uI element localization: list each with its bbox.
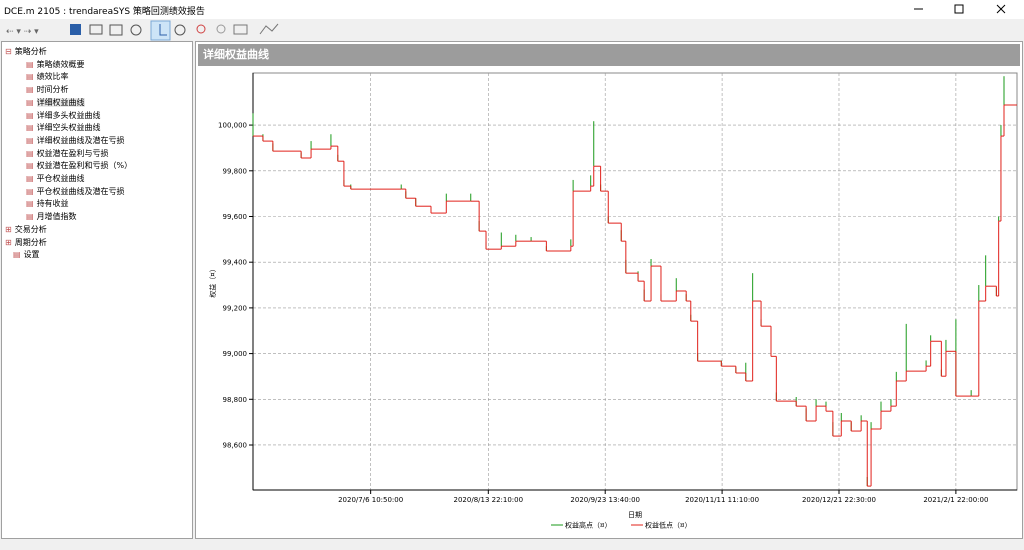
tree-item[interactable]: ▤ 详细空头权益曲线 [26, 121, 101, 134]
tree-icon: ▤ [26, 135, 34, 145]
tree-label: 详细空头权益曲线 [36, 123, 101, 133]
y-tick-label: 99,000 [223, 350, 248, 358]
tree-icon: ▤ [5, 250, 21, 260]
tree-label: 详细权益曲线 [36, 97, 85, 107]
tree-label: 策略分析 [14, 47, 47, 56]
x-tick-label: 2020/7/6 10:50:00 [338, 496, 403, 504]
legend-label: 权益高点（¤） [565, 521, 611, 530]
y-tick-label: 99,200 [223, 304, 248, 312]
maximize-button[interactable] [954, 4, 964, 14]
chart-button[interactable] [259, 23, 279, 35]
tree-icon: ▤ [26, 212, 34, 222]
tree-icon: ▤ [26, 85, 34, 95]
tree-item[interactable]: ▤ 持有收益 [26, 197, 69, 210]
pan-button[interactable] [174, 24, 186, 36]
nav-tree: ⊟ 策略分析 ▤ 策略绩效概要 ▤ 绩效比率 ▤ 时间分析 ▤ 详细权益曲线 ▤ 详细多头权益曲线 ▤ 详… [1, 41, 193, 539]
tree-item[interactable]: ▤ 详细权益曲线 [26, 96, 85, 109]
x-tick-label: 2020/8/13 22:10:00 [454, 496, 524, 504]
tree-item[interactable]: ⊞ 交易分析 [5, 223, 47, 236]
x-tick-label: 2021/2/1 22:00:00 [923, 496, 988, 504]
tree-item[interactable]: ▤ 时间分析 [26, 83, 69, 96]
tree-label: 平仓权益曲线及潜在亏损 [36, 186, 125, 196]
back-button[interactable]: ⇠ ▾ ⇢ ▾ [6, 27, 39, 37]
y-axis-label: 权益（¤） [208, 265, 217, 297]
chart: 98,600 98,800 99,000 99,200 99,400 99,600 99,8… [208, 72, 1018, 530]
title-bar: DCE.m 2105 : trendareaSYS 策略回测绩效报告 [0, 0, 1024, 19]
y-tick-label: 98,800 [223, 396, 248, 404]
x-tick-label: 2020/11/11 11:10:00 [685, 496, 759, 504]
tree-icon: ⊟ [5, 47, 12, 56]
window-controls [914, 4, 1006, 14]
print-button[interactable] [109, 24, 123, 36]
plot-area [252, 72, 1018, 491]
tree-icon: ▤ [26, 72, 34, 82]
tree-item[interactable]: ▤ 详细权益曲线及潜在亏损 [26, 134, 125, 147]
tree-label: 周期分析 [14, 237, 47, 247]
legend-label: 权益低点（¤） [645, 521, 691, 530]
x-tick-label: 2020/12/21 22:30:00 [802, 496, 876, 504]
tree-item[interactable]: ▤ 平仓权益曲线 [26, 172, 85, 185]
report-panel: 详细权益曲线 98,600 98,800 99,000 99,200 99,400 99,… [195, 41, 1023, 539]
tree-label: 策略绩效概要 [36, 59, 85, 69]
tree-icon: ⊞ [5, 237, 12, 247]
tree-label: 月增值指数 [36, 212, 77, 222]
tree-item[interactable]: ▤ 策略绩效概要 [26, 58, 85, 71]
panel-title: 详细权益曲线 [198, 44, 1020, 66]
tree-label: 设置 [23, 250, 40, 260]
y-tick-label: 99,800 [223, 167, 248, 175]
tree-item[interactable]: ▤ 权益潜在盈利与亏损 [26, 147, 109, 160]
export-button[interactable] [89, 24, 103, 35]
tree-item[interactable]: ▤ 设置 [5, 248, 40, 261]
tree-label: 平仓权益曲线 [36, 174, 85, 183]
tree-item[interactable]: ▤ 详细多头权益曲线 [26, 109, 101, 122]
save-button[interactable] [70, 24, 81, 35]
x-axis-label: 日期 [628, 511, 642, 519]
tree-label: 持有收益 [36, 199, 69, 209]
y-tick-label: 98,600 [223, 441, 248, 449]
tree-label: 权益潜在盈利和亏损（%） [36, 161, 133, 171]
tree-label: 详细权益曲线及潜在亏损 [36, 135, 125, 145]
toolbar: ⇠ ▾ ⇢ ▾ [0, 19, 1024, 41]
tree-icon: ▤ [26, 161, 34, 171]
y-tick-label: 99,400 [223, 259, 248, 267]
tree-icon: ▤ [26, 97, 34, 107]
tree-item[interactable]: ▤ 权益潜在盈利和亏损（%） [26, 159, 132, 172]
tree-item[interactable]: ⊟ 策略分析 [5, 45, 47, 58]
zoom-in-button[interactable] [196, 24, 206, 34]
tree-icon: ⊞ [5, 224, 12, 234]
tree-item[interactable]: ▤ 绩效比率 [26, 70, 69, 83]
tree-icon: ▤ [26, 110, 34, 120]
tree-label: 时间分析 [36, 85, 69, 95]
x-tick-label: 2020/9/23 13:40:00 [570, 496, 640, 504]
y-tick-label: 100,000 [218, 122, 247, 130]
tree-icon: ▤ [26, 186, 34, 196]
tree-icon: ▤ [26, 199, 34, 209]
tree-item[interactable]: ⊞ 周期分析 [5, 236, 47, 249]
tree-item[interactable]: ▤ 平仓权益曲线及潜在亏损 [26, 185, 125, 198]
tree-icon: ▤ [26, 59, 34, 69]
tree-icon: ▤ [26, 123, 34, 133]
tree-icon: ▤ [26, 148, 34, 158]
tree-label: 详细多头权益曲线 [36, 110, 101, 120]
close-button[interactable] [996, 4, 1006, 14]
settings-button[interactable] [130, 24, 142, 36]
tree-label: 交易分析 [14, 224, 47, 234]
tree-icon: ▤ [26, 174, 34, 183]
tree-item[interactable]: ▤ 月增值指数 [26, 210, 77, 223]
tree-label: 权益潜在盈利与亏损 [36, 148, 109, 158]
window-title: DCE.m 2105 : trendareaSYS 策略回测绩效报告 [4, 7, 205, 17]
tree-label: 绩效比率 [36, 72, 69, 82]
fit-button[interactable] [233, 24, 248, 35]
y-tick-label: 99,600 [223, 213, 248, 221]
zoom-out-button[interactable] [216, 24, 226, 34]
